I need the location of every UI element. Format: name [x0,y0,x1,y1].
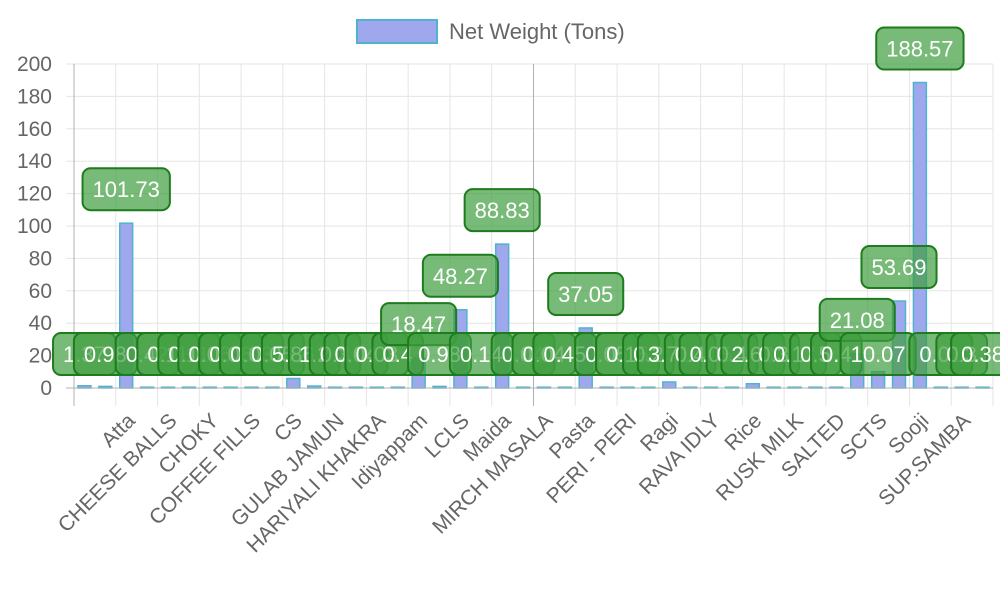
y-tick-label: 120 [17,183,52,206]
data-label-box [421,253,499,298]
x-tick-label: SCTS [836,409,892,465]
data-label-box [463,188,541,233]
y-tick-label: 200 [17,53,52,76]
y-tick-label: 180 [17,85,52,108]
y-tick-label: 0 [40,377,52,400]
bar[interactable] [286,377,301,389]
y-tick-label: 60 [29,280,52,303]
data-label: 101.73 [93,177,160,202]
y-axis: 0 20 40 60 80 100 120 140 160 180 200 [17,53,75,406]
y-tick-label: 40 [29,312,52,335]
legend-swatch[interactable] [356,19,438,44]
data-label: 88.83 [475,198,530,223]
bar[interactable] [662,381,677,389]
data-label: 10.07 [851,342,906,367]
data-label: 48.27 [433,264,488,289]
data-label-box [547,271,625,316]
y-tick-label: 140 [17,150,52,173]
legend[interactable]: Net Weight (Tons) [356,19,625,44]
data-labels: 1.370.98101.730.420.110.110.060.060.030.… [52,26,1000,376]
bar[interactable] [745,382,761,389]
y-tick-label: 80 [29,247,52,270]
data-label-box [860,245,938,290]
data-label: 0.38 [961,342,1000,367]
data-label-box [875,26,965,71]
data-label: 37.05 [558,282,613,307]
data-label: 188.57 [886,37,953,62]
y-tick-label: 20 [29,345,52,368]
data-label-box [950,332,1000,376]
y-tick-label: 160 [17,118,52,141]
data-label: 21.08 [830,308,885,333]
legend-label[interactable]: Net Weight (Tons) [449,19,625,44]
data-label: 53.69 [871,255,926,280]
data-label-box [81,167,171,212]
y-tick-label: 100 [17,215,52,238]
